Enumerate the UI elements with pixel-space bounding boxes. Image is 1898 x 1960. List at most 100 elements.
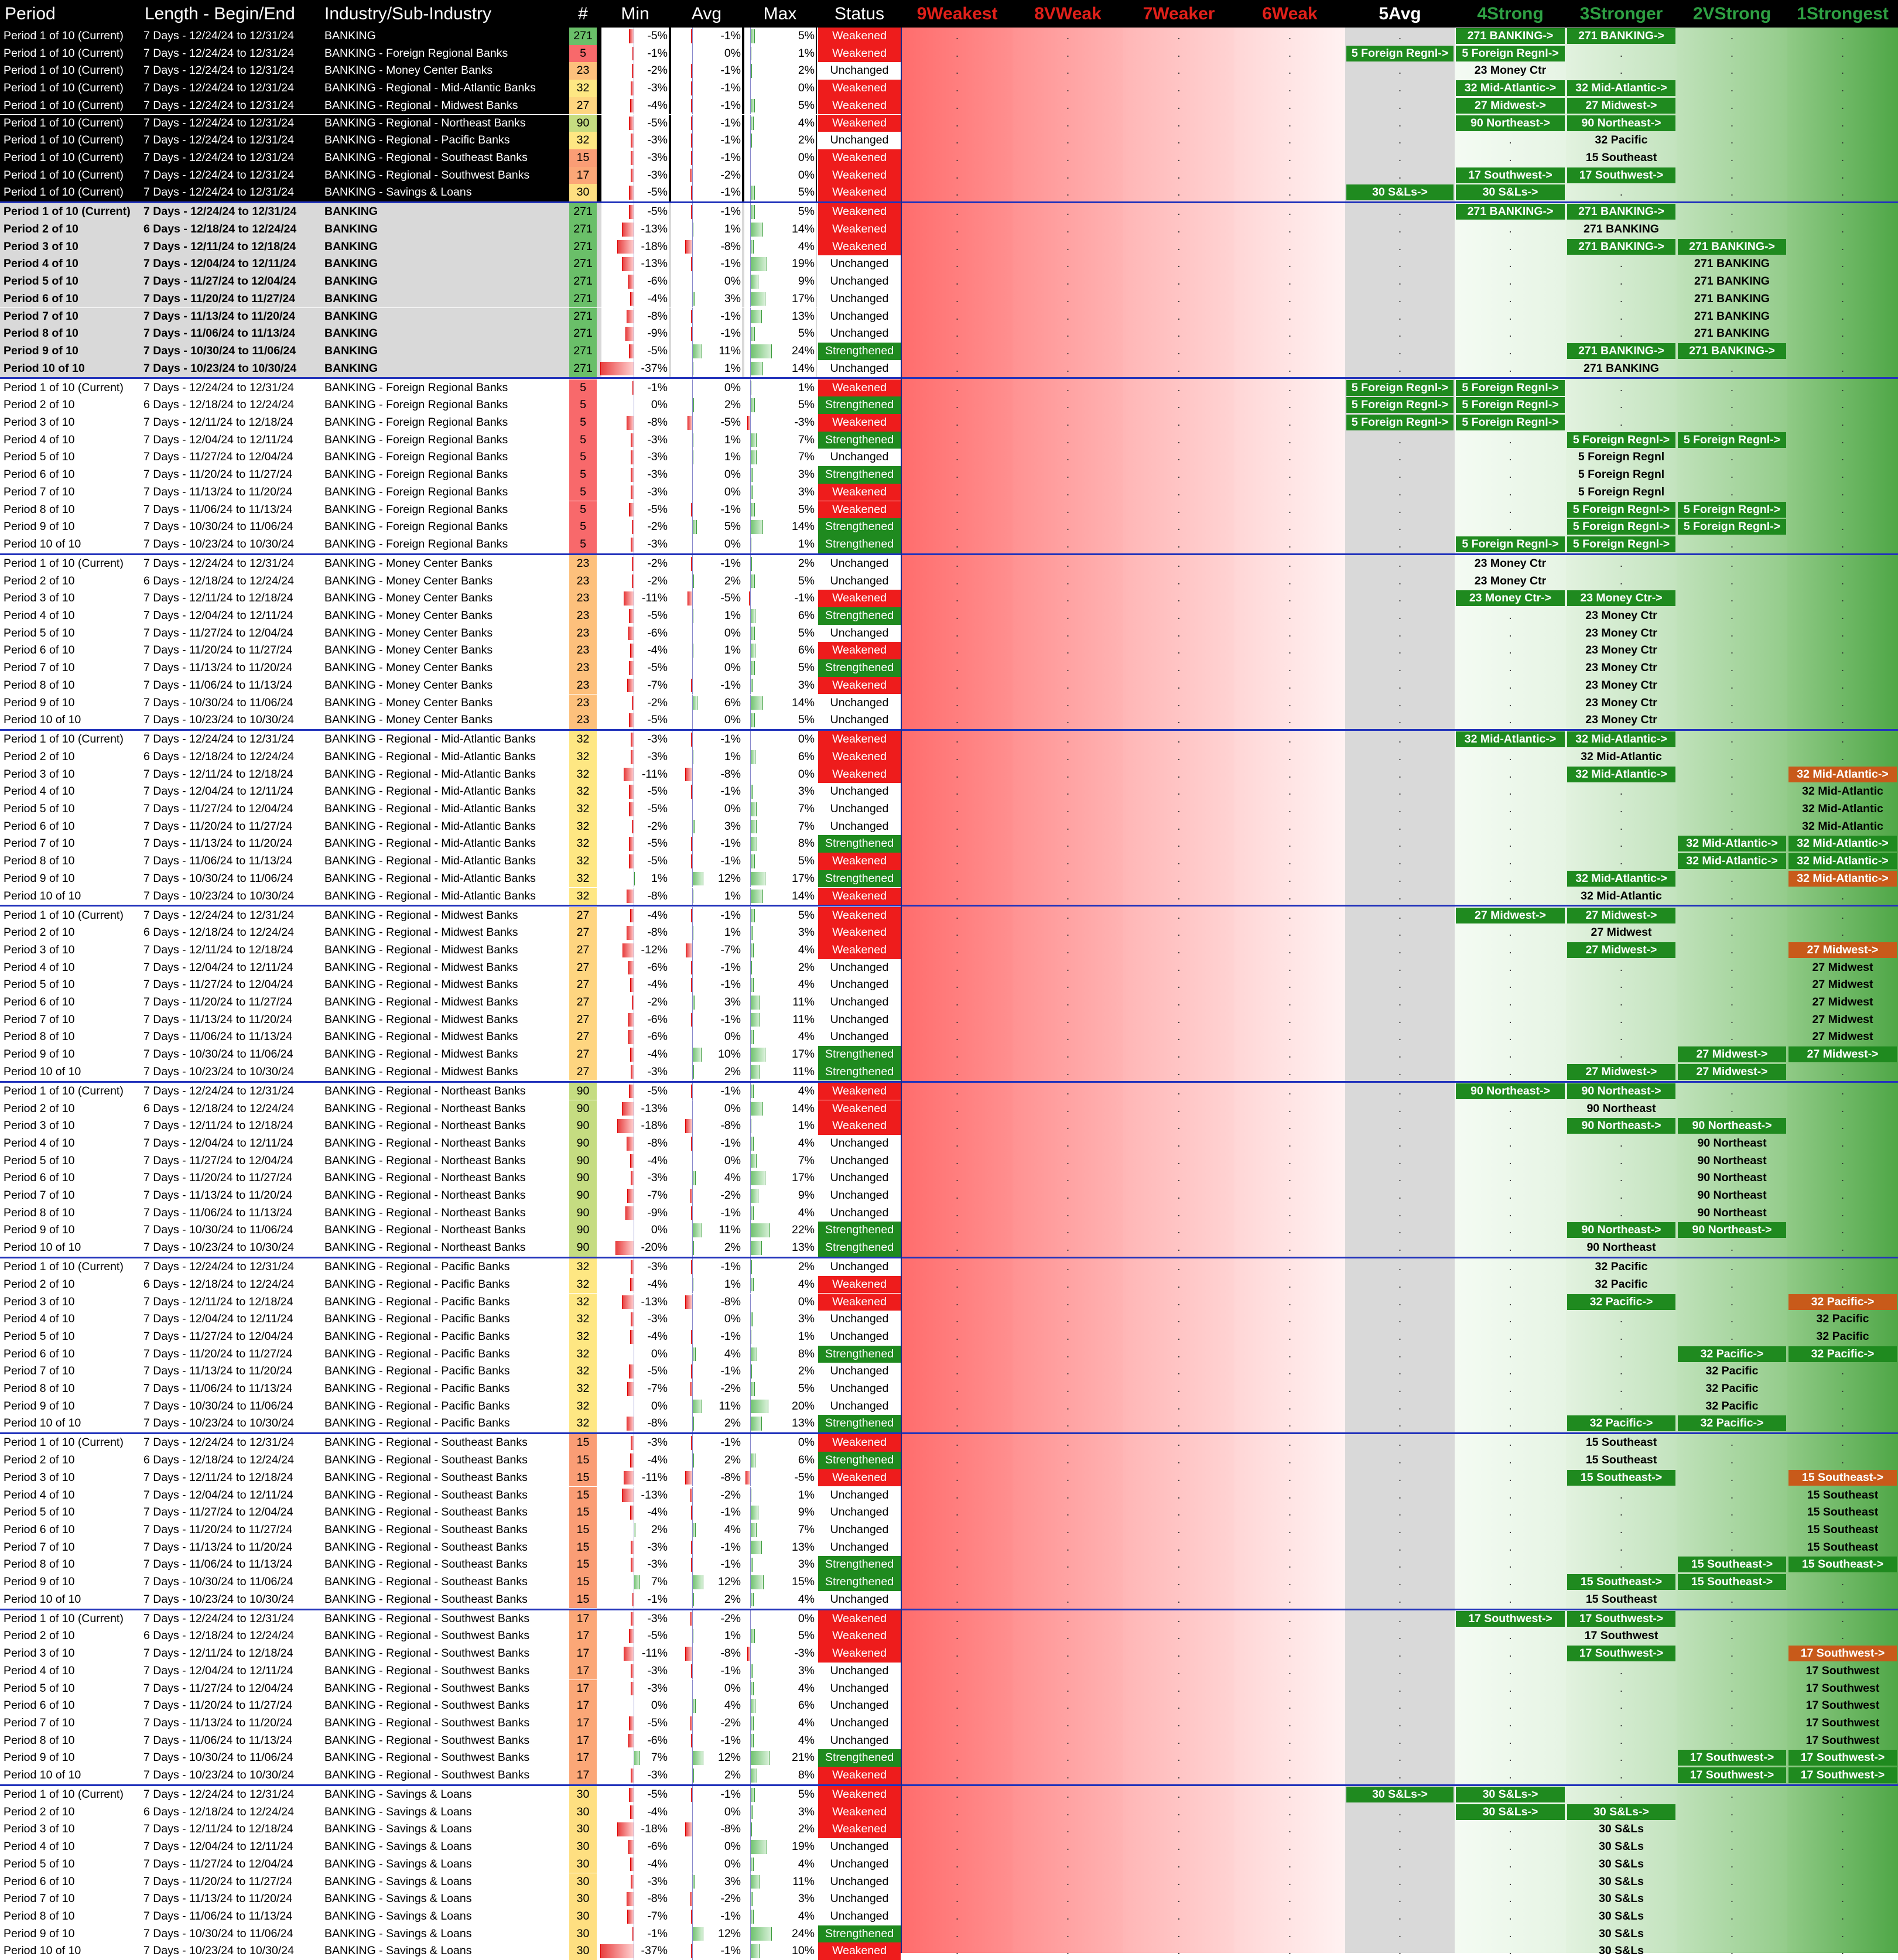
header-length[interactable]: Length - Begin/End xyxy=(139,0,322,28)
count-cell: 5 xyxy=(569,501,597,519)
rank-dot: . xyxy=(955,1223,959,1237)
length-cell: 7 Days - 10/23/24 to 10/30/24 xyxy=(143,1944,294,1958)
header-status[interactable]: Status xyxy=(817,0,902,28)
data-label-avg: 2% xyxy=(724,1065,741,1078)
data-label-min: -4% xyxy=(647,908,668,922)
rank-dot: . xyxy=(1730,134,1734,147)
data-label-min: -3% xyxy=(647,1171,668,1185)
header-r2[interactable]: 2VStrong xyxy=(1677,0,1787,28)
rank-dot: . xyxy=(1509,257,1512,271)
data-label-avg: -1% xyxy=(720,81,741,95)
industry-cell: BANKING - Regional - Pacific Banks xyxy=(324,134,510,147)
rank-dot: . xyxy=(1841,1102,1845,1115)
length-cell: 7 Days - 12/24/24 to 12/31/24 xyxy=(143,1436,294,1449)
period-cell: Period 3 of 10 xyxy=(4,767,75,781)
rank-dot: . xyxy=(1398,696,1402,709)
length-cell: 7 Days - 12/24/24 to 12/31/24 xyxy=(143,1084,294,1097)
header-r5[interactable]: 5Avg xyxy=(1345,0,1455,28)
data-bar-min xyxy=(629,661,634,675)
header-r8[interactable]: 8VWeak xyxy=(1013,0,1123,28)
status-cell: Strengthened xyxy=(818,431,901,449)
data-label-avg: 1% xyxy=(724,750,741,763)
industry-cell: BANKING - Regional - Southeast Banks xyxy=(324,1558,528,1571)
header-r4[interactable]: 4Strong xyxy=(1455,0,1566,28)
count-cell: 27 xyxy=(569,1046,597,1063)
rank-dot: . xyxy=(1398,1030,1402,1044)
data-bar-axis xyxy=(750,184,751,201)
rank-dot: . xyxy=(1288,1189,1292,1202)
rank-dot: . xyxy=(1066,46,1070,60)
rank-unchanged-label: 15 Southeast xyxy=(1585,1592,1657,1606)
data-cell-bg-avg xyxy=(671,396,742,414)
data-label-avg: 4% xyxy=(724,1523,741,1536)
rank-dot: . xyxy=(1841,1260,1845,1274)
rank-dot: . xyxy=(1288,134,1292,147)
rank-dot: . xyxy=(1619,46,1623,60)
header-count[interactable]: # xyxy=(566,0,600,28)
rank-dot: . xyxy=(1398,1875,1402,1888)
period-cell: Period 3 of 10 xyxy=(4,591,75,605)
data-cell-bg-avg xyxy=(671,642,742,660)
rank-from-pill: 271 BANKING-> xyxy=(1567,238,1675,255)
length-cell: 7 Days - 12/24/24 to 12/31/24 xyxy=(143,134,294,147)
data-label-max: 2% xyxy=(798,1364,815,1378)
data-bar-axis xyxy=(692,414,693,432)
status-cell: Weakened xyxy=(818,731,901,748)
data-bar-avg xyxy=(688,591,692,606)
rank-dot: . xyxy=(1509,1664,1512,1677)
header-industry[interactable]: Industry/Sub-Industry xyxy=(322,0,566,28)
rank-dot: . xyxy=(1177,98,1181,112)
count-cell: 32 xyxy=(569,835,597,853)
header-r1[interactable]: 1Strongest xyxy=(1787,0,1898,28)
header-avg[interactable]: Avg xyxy=(670,0,743,28)
rank-dot: . xyxy=(1398,1540,1402,1554)
rank-from-pill: 30 S&Ls-> xyxy=(1346,184,1454,201)
data-label-min: -4% xyxy=(647,978,668,991)
status-cell: Weakened xyxy=(818,1117,901,1135)
rank-dot: . xyxy=(1841,574,1845,587)
rank-dot: . xyxy=(955,468,959,481)
period-cell: Period 3 of 10 xyxy=(4,240,78,253)
data-label-max: 5% xyxy=(798,398,815,412)
rank-dot: . xyxy=(1398,1647,1402,1660)
rank-dot: . xyxy=(1288,1347,1292,1360)
data-cell-bg-min xyxy=(601,273,669,290)
data-bar-axis xyxy=(692,238,693,256)
rank-dot: . xyxy=(1509,1927,1512,1940)
data-bar-max xyxy=(750,626,755,641)
header-max[interactable]: Max xyxy=(743,0,817,28)
rank-unchanged-label: 17 Southwest xyxy=(1805,1681,1880,1695)
period-cell: Period 8 of 10 xyxy=(4,1558,75,1571)
count-cell: 23 xyxy=(569,590,597,607)
rank-dot: . xyxy=(1177,1382,1181,1395)
rank-to-pill: 32 Mid-Atlantic-> xyxy=(1567,80,1675,97)
rank-dot: . xyxy=(1841,1189,1845,1202)
data-cell-bg-avg xyxy=(671,273,742,290)
count-cell: 90 xyxy=(569,1152,597,1170)
count-cell: 5 xyxy=(569,483,597,501)
industry-cell: BANKING - Foreign Regional Banks xyxy=(324,398,508,412)
data-bar-axis xyxy=(750,238,751,256)
rank-dot: . xyxy=(1730,750,1734,763)
rank-dot: . xyxy=(1066,785,1070,798)
header-r3[interactable]: 3Stronger xyxy=(1566,0,1677,28)
header-period[interactable]: Period xyxy=(0,0,139,28)
status-cell: Unchanged xyxy=(818,132,901,149)
count-cell: 23 xyxy=(569,694,597,712)
count-cell: 15 xyxy=(569,1504,597,1521)
rank-dot: . xyxy=(1066,1453,1070,1467)
rank-unchanged-label: 90 Northeast xyxy=(1586,1102,1656,1115)
count-cell: 90 xyxy=(569,1134,597,1152)
industry-cell: BANKING - Regional - Pacific Banks xyxy=(324,1295,510,1308)
count-cell: 15 xyxy=(569,1556,597,1574)
status-cell: Weakened xyxy=(818,1434,901,1452)
count-cell: 30 xyxy=(569,1838,597,1856)
header-r9[interactable]: 9Weakest xyxy=(902,0,1013,28)
data-label-max: 6% xyxy=(798,644,815,657)
rank-dot: . xyxy=(1288,416,1292,429)
header-r6[interactable]: 6Weak xyxy=(1234,0,1345,28)
header-min[interactable]: Min xyxy=(600,0,670,28)
rank-from-pill: 17 Southwest-> xyxy=(1567,1646,1675,1662)
rank-dot: . xyxy=(1841,644,1845,657)
header-r7[interactable]: 7Weaker xyxy=(1123,0,1234,28)
